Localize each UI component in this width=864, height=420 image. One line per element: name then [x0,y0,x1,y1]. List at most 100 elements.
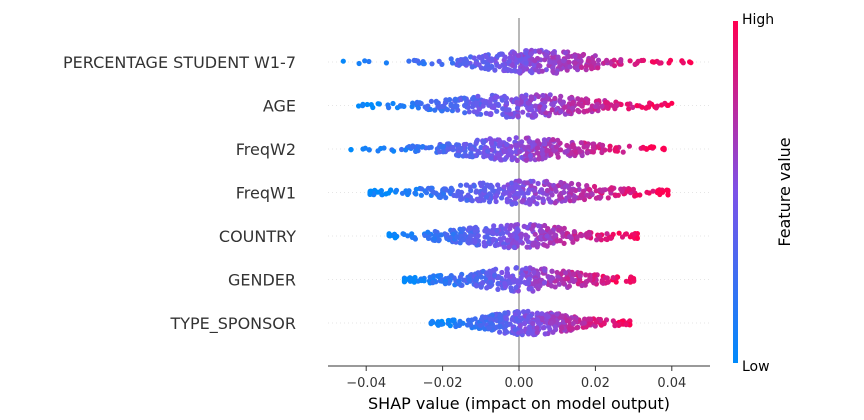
shap-point [483,110,489,116]
shap-point [514,105,521,111]
shap-point [442,281,448,287]
shap-point [626,143,633,149]
shap-point [553,144,559,150]
shap-point [526,138,533,144]
shap-point [500,230,506,236]
shap-point [579,152,585,159]
shap-point [487,316,493,322]
shap-point [619,234,626,240]
shap-point [571,229,578,235]
shap-point [644,189,650,195]
shap-point [520,109,526,115]
shap-point [517,68,523,74]
shap-point [598,194,604,200]
shap-point [476,106,482,112]
shap-point [576,53,582,59]
shap-point [552,324,558,330]
shap-point [590,149,597,155]
shap-point [540,325,546,331]
shap-point [456,278,462,284]
shap-point [603,104,610,110]
shap-point [486,325,492,331]
shap-point [556,227,562,233]
shap-point [523,265,529,271]
shap-point [438,104,445,110]
shap-point [589,191,595,197]
shap-point [509,62,515,68]
shap-point [533,92,540,98]
shap-point [485,183,491,189]
shap-point [537,49,543,55]
shap-point [680,60,686,66]
shap-point [483,54,489,60]
shap-point [552,185,558,191]
shap-point [515,53,522,59]
shap-point [491,105,497,111]
shap-point [534,201,540,207]
shap-point [601,321,607,327]
shap-point [543,312,549,318]
feature-label: TYPE_SPONSOR [169,314,296,334]
shap-point [506,136,512,142]
shap-point [506,58,512,64]
shap-point [503,328,509,334]
shap-point [458,182,464,188]
shap-point [503,95,510,101]
shap-point [433,98,439,104]
shap-point [491,223,497,229]
shap-point [513,200,519,206]
shap-point [509,180,515,186]
shap-point [570,239,576,245]
shap-point [547,240,553,246]
feature-label: COUNTRY [219,227,296,246]
shap-point [518,279,524,285]
shap-point [461,60,467,66]
shap-point [543,67,549,73]
shap-point [450,318,456,324]
shap-point [481,59,487,65]
shap-point [557,196,563,202]
shap-point [441,186,447,192]
shap-point [457,57,463,63]
shap-point [581,320,587,326]
shap-point [599,188,605,194]
shap-point [566,194,572,200]
shap-point [430,280,436,286]
shap-point [634,103,640,109]
shap-point [366,147,372,153]
shap-point [486,239,492,245]
shap-point [418,186,425,192]
shap-point [584,183,590,189]
shap-point [626,106,632,112]
shap-point [366,58,372,65]
shap-point [562,104,568,110]
shap-point [552,95,558,101]
shap-point [502,310,508,316]
colorbar-low-label: Low [742,359,770,375]
shap-point [584,192,590,198]
shap-point [504,114,510,120]
shap-point [561,189,567,195]
shap-point [467,184,473,190]
shap-point [592,53,598,59]
shap-point [590,144,597,151]
shap-point [544,233,550,239]
x-tick-label: −0.04 [346,376,386,391]
colorbar-high-label: High [742,12,774,28]
shap-point [444,107,450,113]
shap-point [569,276,575,282]
shap-point [508,111,514,117]
shap-point [561,240,567,246]
shap-point [480,280,486,286]
shap-point [530,195,537,201]
shap-points [340,47,694,338]
shap-point [575,96,581,102]
shap-point [413,148,419,154]
shap-point [525,190,531,196]
shap-point [495,286,501,292]
shap-point [503,316,509,322]
shap-point [542,139,548,145]
shap-point [499,269,505,276]
shap-point [535,195,542,201]
shap-point [573,187,579,194]
